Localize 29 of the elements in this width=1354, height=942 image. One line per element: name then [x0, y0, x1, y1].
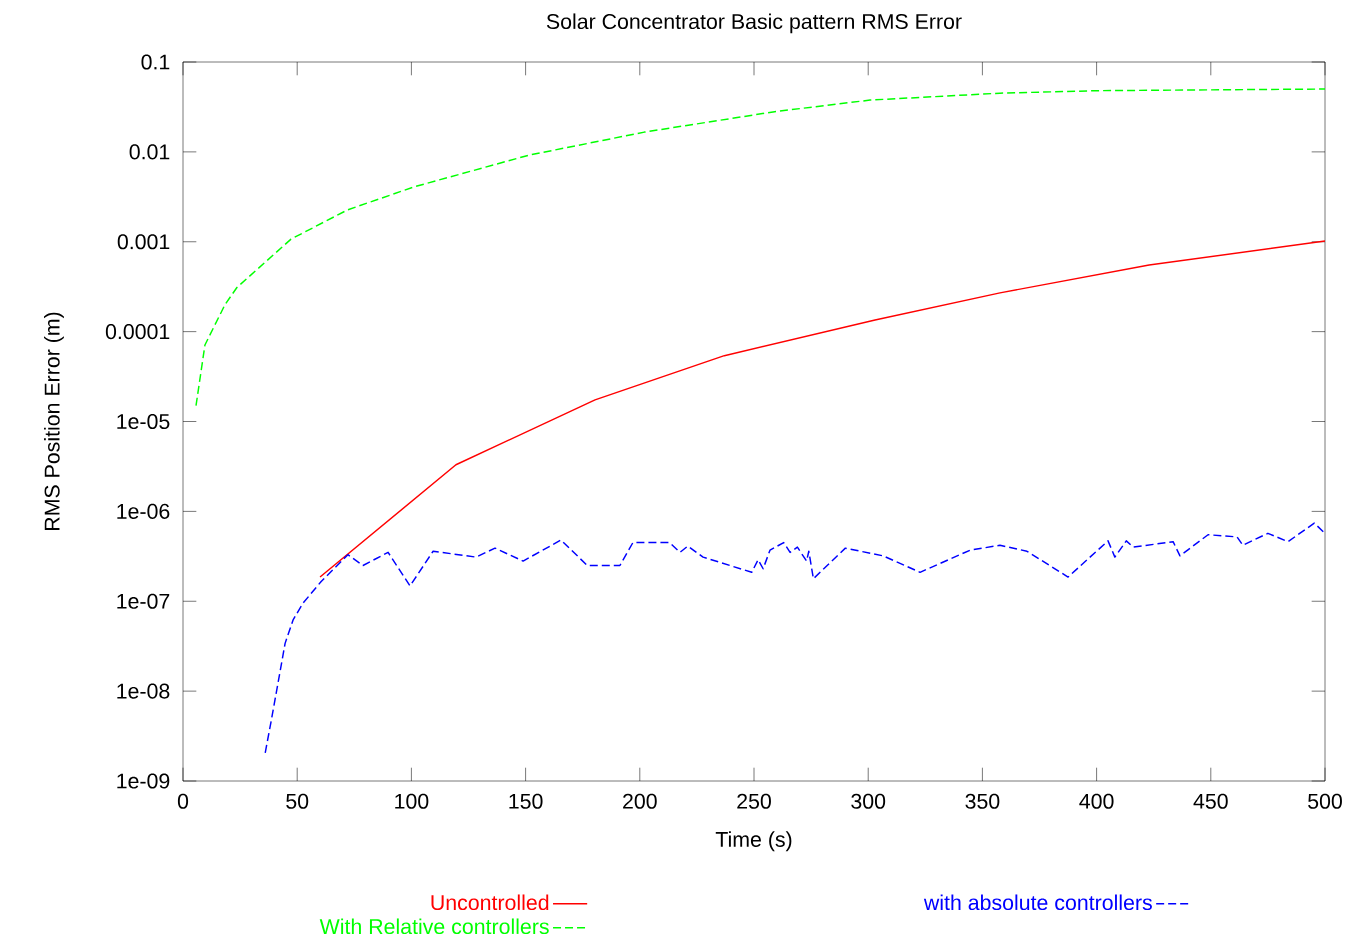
x-tick-label: 50: [286, 793, 309, 809]
chart-title: Solar Concentrator Basic pattern RMS Error: [546, 13, 962, 34]
x-tick-label: 100: [395, 793, 429, 809]
x-tick-label: 0: [177, 793, 189, 809]
y-tick-label: 1e-06: [117, 503, 170, 519]
x-tick-label: 500: [1308, 793, 1342, 809]
y-tick-label: 1e-09: [117, 773, 170, 789]
legend-label: with absolute controllers: [923, 894, 1152, 910]
x-axis-title: Time (s): [715, 831, 792, 851]
x-tick-label: 400: [1079, 793, 1114, 809]
x-tick-label: 300: [851, 793, 886, 809]
line-series: [195, 88, 1326, 407]
line-series: [319, 240, 1326, 578]
line-series: [264, 522, 1326, 754]
y-tick-label: 1e-08: [117, 683, 170, 699]
y-tick-label: 0.1: [141, 54, 170, 70]
y-tick-label: 1e-05: [117, 413, 170, 429]
y-tick-label: 1e-07: [117, 593, 170, 609]
y-axis-title: RMS Position Error (m): [44, 312, 64, 530]
x-tick-label: 450: [1193, 793, 1228, 809]
y-tick-label: 0.01: [129, 144, 170, 160]
x-tick-label: 200: [623, 793, 657, 809]
x-tick-label: 150: [509, 793, 543, 809]
x-tick-label: 350: [965, 793, 1000, 809]
x-tick-label: 250: [737, 793, 771, 809]
legend-label: Uncontrolled: [431, 894, 549, 910]
y-tick-label: 0.0001: [105, 323, 170, 339]
y-tick-label: 0.001: [117, 234, 170, 250]
legend-label: With Relative controllers: [319, 918, 549, 934]
